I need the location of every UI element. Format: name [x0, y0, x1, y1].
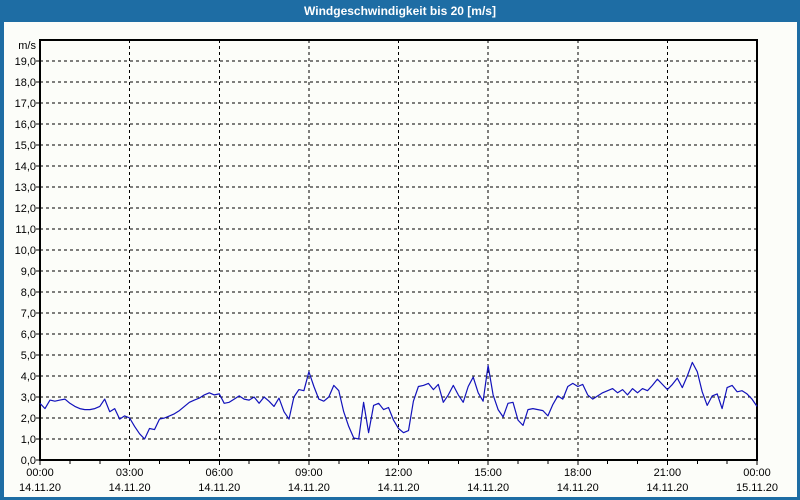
svg-text:0,0: 0,0	[21, 455, 36, 467]
x-tick-time: 03:00	[116, 467, 144, 479]
window-titlebar[interactable]: Windgeschwindigkeit bis 20 [m/s]	[4, 0, 797, 22]
svg-text:3,0: 3,0	[21, 392, 36, 404]
x-tick-time: 09:00	[295, 467, 323, 479]
svg-text:m/s: m/s	[18, 40, 36, 52]
svg-text:5,0: 5,0	[21, 350, 36, 362]
svg-text:10,0: 10,0	[15, 245, 36, 257]
svg-text:4,0: 4,0	[21, 371, 36, 383]
x-tick-time: 15:00	[474, 467, 502, 479]
svg-text:16,0: 16,0	[15, 119, 36, 131]
svg-text:17,0: 17,0	[15, 98, 36, 110]
svg-text:2,0: 2,0	[21, 413, 36, 425]
window-title: Windgeschwindigkeit bis 20 [m/s]	[304, 4, 496, 18]
x-tick-date: 14.11.20	[646, 482, 688, 494]
svg-text:15,0: 15,0	[15, 140, 36, 152]
x-tick-date: 14.11.20	[19, 482, 61, 494]
svg-text:13,0: 13,0	[15, 182, 36, 194]
x-tick-time: 12:00	[385, 467, 413, 479]
svg-text:6,0: 6,0	[21, 329, 36, 341]
svg-text:9,0: 9,0	[21, 266, 36, 278]
svg-text:12,0: 12,0	[15, 203, 36, 215]
x-tick-date: 15.11.20	[736, 482, 778, 494]
svg-text:11,0: 11,0	[15, 224, 36, 236]
x-tick-time: 00:00	[26, 467, 54, 479]
x-tick-time: 00:00	[743, 467, 771, 479]
svg-text:8,0: 8,0	[21, 287, 36, 299]
x-tick-date: 14.11.20	[557, 482, 599, 494]
svg-text:19,0: 19,0	[15, 56, 36, 68]
x-tick-date: 14.11.20	[198, 482, 240, 494]
svg-text:7,0: 7,0	[21, 308, 36, 320]
x-tick-date: 14.11.20	[288, 482, 330, 494]
svg-text:14,0: 14,0	[15, 161, 36, 173]
svg-text:18,0: 18,0	[15, 77, 36, 89]
x-tick-date: 14.11.20	[109, 482, 151, 494]
svg-text:1,0: 1,0	[21, 434, 36, 446]
x-tick-date: 14.11.20	[377, 482, 419, 494]
wind-speed-series	[39, 361, 758, 440]
x-tick-date: 14.11.20	[467, 482, 509, 494]
x-tick-time: 21:00	[654, 467, 682, 479]
x-tick-time: 18:00	[564, 467, 592, 479]
x-tick-time: 06:00	[205, 467, 233, 479]
